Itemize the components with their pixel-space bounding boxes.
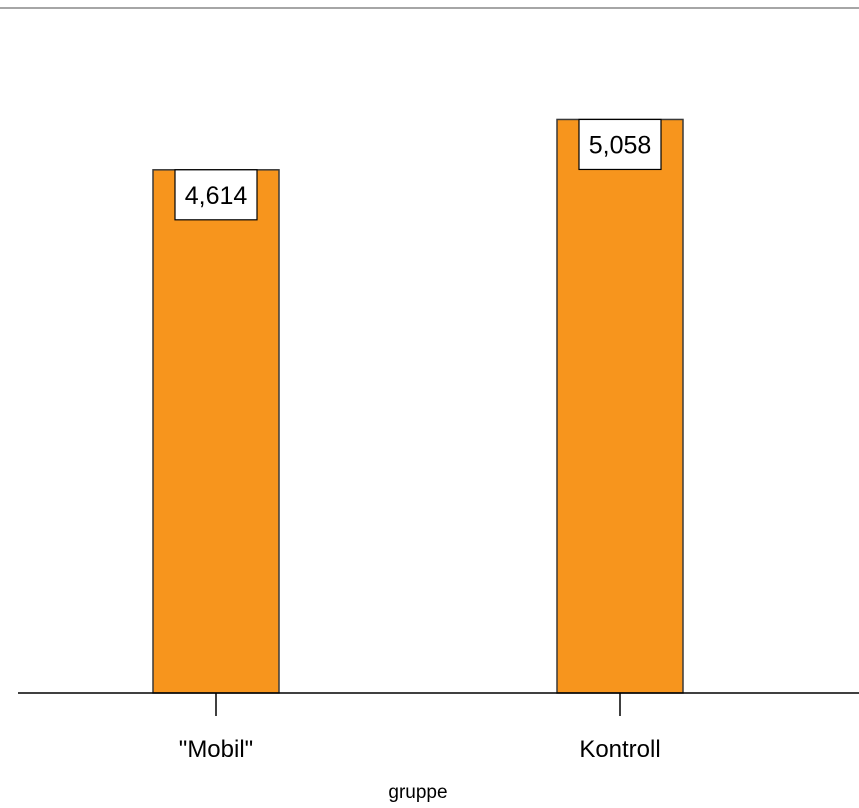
- x-tick-label-1: Kontroll: [579, 736, 660, 763]
- x-axis-title: gruppe: [388, 782, 447, 803]
- x-ticks-group: "Mobil" Kontroll: [179, 693, 661, 763]
- x-tick-label-0: "Mobil": [179, 736, 253, 763]
- bar-1: [557, 119, 683, 693]
- data-label-1: 5,058: [589, 131, 652, 159]
- bar-0: [153, 170, 279, 693]
- data-label-0: 4,614: [185, 182, 248, 210]
